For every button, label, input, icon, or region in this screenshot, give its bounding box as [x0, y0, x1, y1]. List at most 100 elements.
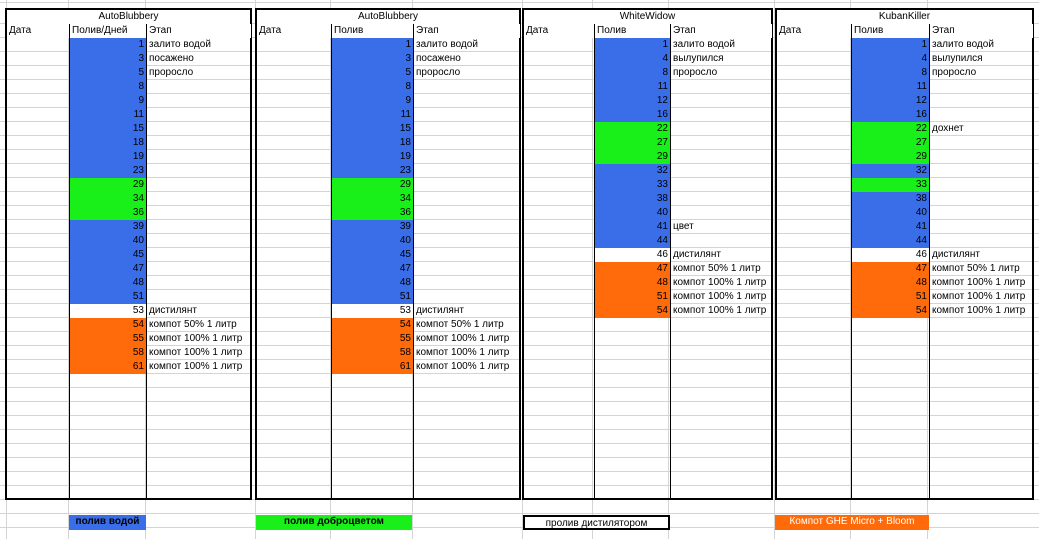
- date-cell[interactable]: [524, 136, 594, 150]
- stage-cell[interactable]: компот 100% 1 литр: [932, 291, 1026, 302]
- watering-day-cell[interactable]: 45: [332, 248, 413, 262]
- stage-cell[interactable]: залито водой: [149, 39, 211, 50]
- watering-day-cell[interactable]: 19: [70, 150, 146, 164]
- legend-distillate[interactable]: пролив дистилятором: [523, 515, 670, 530]
- watering-day-cell[interactable]: 51: [852, 290, 929, 304]
- stage-cell[interactable]: [414, 262, 520, 276]
- date-cell[interactable]: [257, 164, 331, 178]
- stage-cell[interactable]: [414, 248, 520, 262]
- date-cell[interactable]: [7, 108, 69, 122]
- date-cell[interactable]: [777, 192, 851, 206]
- stage-cell[interactable]: [147, 276, 251, 290]
- stage-cell[interactable]: [147, 164, 251, 178]
- watering-day-cell[interactable]: 61: [332, 360, 413, 374]
- stage-cell[interactable]: компот 100% 1 литр: [932, 277, 1026, 288]
- stage-cell[interactable]: дистилянт: [416, 305, 464, 316]
- stage-cell[interactable]: [671, 136, 772, 150]
- stage-cell[interactable]: залито водой: [416, 39, 478, 50]
- watering-day-cell[interactable]: 29: [70, 178, 146, 192]
- stage-cell[interactable]: дистилянт: [932, 249, 980, 260]
- watering-day-cell[interactable]: 61: [70, 360, 146, 374]
- date-cell[interactable]: [257, 192, 331, 206]
- stage-header[interactable]: Этап: [930, 24, 1033, 38]
- date-cell[interactable]: [257, 38, 331, 52]
- stage-cell[interactable]: [671, 164, 772, 178]
- stage-cell[interactable]: [671, 234, 772, 248]
- watering-day-cell[interactable]: 12: [595, 94, 670, 108]
- watering-day-cell[interactable]: 47: [852, 262, 929, 276]
- watering-day-cell[interactable]: 19: [332, 150, 413, 164]
- legend-compost[interactable]: Компот GHE Micro + Bloom: [775, 515, 929, 530]
- stage-cell[interactable]: компот 100% 1 литр: [673, 305, 767, 316]
- date-cell[interactable]: [777, 262, 851, 276]
- date-cell[interactable]: [7, 234, 69, 248]
- date-cell[interactable]: [7, 122, 69, 136]
- stage-cell[interactable]: цвет: [673, 221, 694, 232]
- watering-day-cell[interactable]: 15: [332, 122, 413, 136]
- date-cell[interactable]: [7, 192, 69, 206]
- watering-day-cell[interactable]: 11: [332, 108, 413, 122]
- watering-day-cell[interactable]: 29: [595, 150, 670, 164]
- watering-day-cell[interactable]: 34: [332, 192, 413, 206]
- stage-cell[interactable]: [147, 248, 251, 262]
- date-cell[interactable]: [777, 164, 851, 178]
- watering-day-cell[interactable]: 38: [852, 192, 929, 206]
- date-cell[interactable]: [524, 192, 594, 206]
- date-cell[interactable]: [257, 178, 331, 192]
- watering-day-cell[interactable]: 46: [852, 248, 929, 262]
- date-cell[interactable]: [524, 38, 594, 52]
- stage-cell[interactable]: [414, 94, 520, 108]
- watering-day-cell[interactable]: 46: [595, 248, 670, 262]
- watering-day-cell[interactable]: 48: [332, 276, 413, 290]
- watering-day-cell[interactable]: 58: [70, 346, 146, 360]
- watering-day-cell[interactable]: 18: [70, 136, 146, 150]
- watering-header[interactable]: Полив: [332, 24, 413, 38]
- date-cell[interactable]: [777, 108, 851, 122]
- watering-day-cell[interactable]: 32: [595, 164, 670, 178]
- stage-cell[interactable]: [147, 136, 251, 150]
- watering-day-cell[interactable]: 36: [332, 206, 413, 220]
- watering-day-cell[interactable]: 55: [70, 332, 146, 346]
- date-cell[interactable]: [777, 276, 851, 290]
- watering-day-cell[interactable]: 4: [595, 52, 670, 66]
- date-cell[interactable]: [7, 318, 69, 332]
- watering-day-cell[interactable]: 18: [332, 136, 413, 150]
- watering-day-cell[interactable]: 54: [595, 304, 670, 318]
- date-cell[interactable]: [7, 94, 69, 108]
- stage-cell[interactable]: посажено: [149, 53, 194, 64]
- date-cell[interactable]: [524, 164, 594, 178]
- stage-cell[interactable]: [147, 94, 251, 108]
- stage-cell[interactable]: компот 100% 1 литр: [149, 347, 243, 358]
- stage-cell[interactable]: [930, 192, 1033, 206]
- watering-day-cell[interactable]: 45: [70, 248, 146, 262]
- watering-day-cell[interactable]: 51: [70, 290, 146, 304]
- date-cell[interactable]: [7, 220, 69, 234]
- date-header[interactable]: Дата: [524, 24, 594, 38]
- date-cell[interactable]: [7, 206, 69, 220]
- date-cell[interactable]: [524, 66, 594, 80]
- stage-cell[interactable]: [147, 262, 251, 276]
- watering-day-cell[interactable]: 38: [595, 192, 670, 206]
- date-header[interactable]: Дата: [257, 24, 331, 38]
- watering-day-cell[interactable]: 47: [595, 262, 670, 276]
- date-cell[interactable]: [257, 220, 331, 234]
- stage-cell[interactable]: [930, 164, 1033, 178]
- stage-cell[interactable]: [147, 220, 251, 234]
- stage-cell[interactable]: [414, 164, 520, 178]
- watering-day-cell[interactable]: 23: [332, 164, 413, 178]
- date-cell[interactable]: [777, 150, 851, 164]
- watering-day-cell[interactable]: 27: [595, 136, 670, 150]
- watering-day-cell[interactable]: 11: [852, 80, 929, 94]
- watering-day-cell[interactable]: 34: [70, 192, 146, 206]
- date-cell[interactable]: [7, 164, 69, 178]
- watering-day-cell[interactable]: 29: [332, 178, 413, 192]
- watering-header[interactable]: Полив/Дней: [70, 24, 146, 38]
- date-cell[interactable]: [524, 122, 594, 136]
- date-header[interactable]: Дата: [777, 24, 851, 38]
- date-cell[interactable]: [257, 234, 331, 248]
- stage-cell[interactable]: [414, 276, 520, 290]
- stage-cell[interactable]: вылупился: [673, 53, 724, 64]
- date-cell[interactable]: [777, 290, 851, 304]
- date-cell[interactable]: [257, 206, 331, 220]
- date-cell[interactable]: [7, 136, 69, 150]
